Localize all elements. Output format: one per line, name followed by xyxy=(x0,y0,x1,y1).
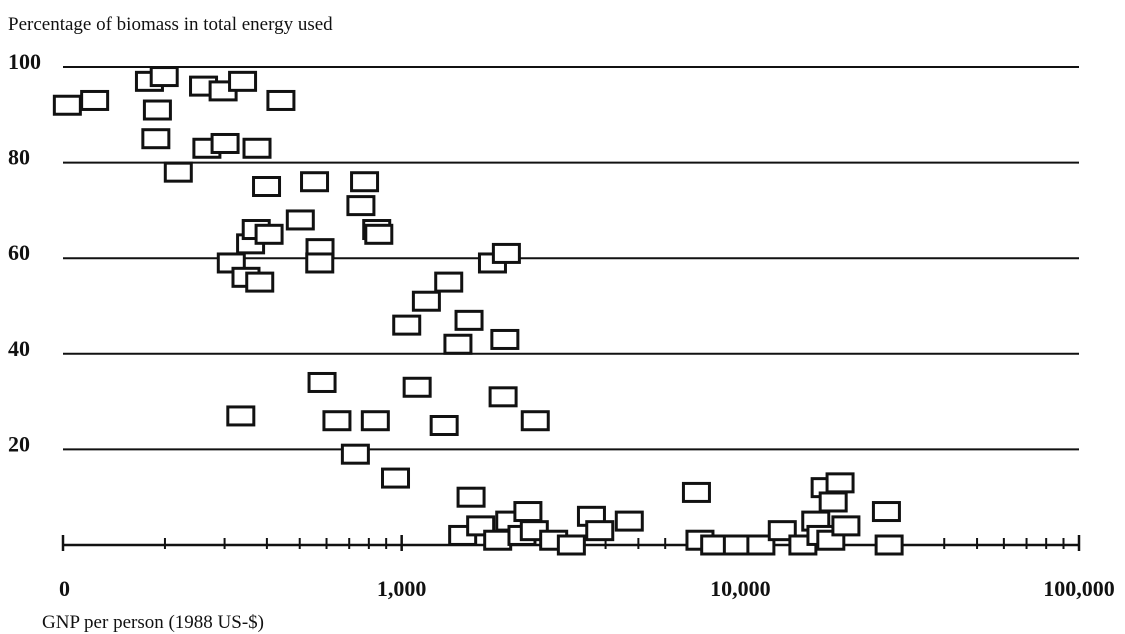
data-point xyxy=(322,410,352,432)
data-point xyxy=(381,467,411,489)
data-point xyxy=(411,290,441,312)
data-points xyxy=(52,66,904,556)
data-point xyxy=(483,529,513,551)
data-point xyxy=(746,534,776,556)
data-point xyxy=(831,515,861,537)
data-point xyxy=(488,386,518,408)
data-point xyxy=(300,171,330,193)
data-point xyxy=(513,501,543,523)
data-point xyxy=(52,94,82,116)
data-point xyxy=(874,534,904,556)
data-point xyxy=(340,443,370,465)
data-point xyxy=(556,534,586,556)
data-point xyxy=(149,66,179,88)
data-point xyxy=(80,89,110,111)
data-point xyxy=(305,252,335,274)
data-point xyxy=(402,376,432,398)
data-point xyxy=(443,333,473,355)
data-point xyxy=(245,271,275,293)
data-point xyxy=(490,328,520,350)
x-tick-label-1000: 1,000 xyxy=(377,576,427,601)
data-point xyxy=(242,137,272,159)
data-point xyxy=(434,271,464,293)
x-tick-label-0: 0 xyxy=(59,576,70,601)
data-point xyxy=(254,223,284,245)
y-tick-label-100: 100 xyxy=(8,49,41,74)
data-point xyxy=(142,99,172,121)
y-tick-label-60: 60 xyxy=(8,240,30,265)
data-point xyxy=(871,501,901,523)
data-point xyxy=(429,415,459,436)
y-tick-labels: 20 40 60 80 100 xyxy=(8,49,41,456)
data-point xyxy=(614,510,644,532)
data-point xyxy=(681,481,711,503)
data-point xyxy=(392,314,422,336)
data-point xyxy=(454,309,484,331)
data-point xyxy=(210,132,240,154)
data-point xyxy=(364,223,394,245)
data-point xyxy=(163,161,193,183)
data-point xyxy=(307,371,337,393)
data-point xyxy=(818,491,848,513)
data-point xyxy=(585,520,615,542)
x-axis: 0 1,000 10,000 100,000 xyxy=(59,535,1115,601)
x-axis-title: GNP per person (1988 US-$) xyxy=(42,612,264,633)
data-point xyxy=(825,472,855,494)
x-tick-label-100000: 100,000 xyxy=(1043,576,1115,601)
data-point xyxy=(520,410,550,432)
y-tick-label-80: 80 xyxy=(8,145,30,170)
y-axis-title: Percentage of biomass in total energy us… xyxy=(8,14,333,35)
gridlines xyxy=(63,66,1079,451)
data-point xyxy=(346,195,376,217)
data-point xyxy=(266,89,296,111)
y-tick-label-20: 20 xyxy=(8,431,30,456)
data-point xyxy=(252,176,282,197)
data-point xyxy=(228,70,258,92)
data-point xyxy=(285,209,315,231)
y-tick-label-40: 40 xyxy=(8,336,30,361)
data-point xyxy=(141,128,171,150)
x-tick-label-10000: 10,000 xyxy=(710,576,771,601)
data-point xyxy=(456,486,486,508)
data-point xyxy=(350,171,380,193)
data-point xyxy=(491,242,521,264)
data-point xyxy=(360,410,390,432)
data-point xyxy=(226,405,256,427)
